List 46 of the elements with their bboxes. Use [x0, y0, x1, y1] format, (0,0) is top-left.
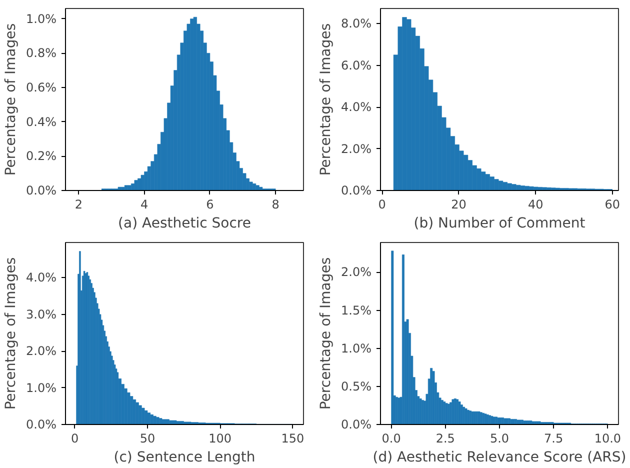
y-axis-title: Percentage of Images [318, 23, 334, 176]
y-tick-label: 3.0% [26, 307, 57, 322]
x-tick-label: 0.0 [382, 432, 401, 446]
x-tick-label: 150 [281, 432, 304, 446]
y-tick-label: 2.0% [26, 344, 57, 358]
y-tick-label: 0.0% [26, 418, 57, 432]
x-tick-label: 20 [451, 198, 466, 212]
y-tick-label: 1.0% [26, 12, 57, 26]
y-tick-label: 1.5% [341, 303, 372, 318]
y-tick-label: 0.2% [26, 149, 57, 164]
x-axis-title: (a) Aesthetic Socre [118, 216, 251, 232]
y-tick-label: 0.6% [26, 80, 57, 94]
y-tick-label: 4.0% [341, 100, 372, 114]
x-tick-label: 40 [528, 198, 544, 212]
y-tick-label: 0.5% [341, 379, 372, 394]
y-axis-title: Percentage of Images [3, 257, 20, 410]
y-tick-label: 1.0% [341, 341, 372, 356]
y-tick-label: 0.0% [341, 184, 372, 198]
x-tick-label: 5.0 [490, 432, 510, 446]
y-tick-label: 4.0% [26, 270, 57, 285]
y-tick-label: 1.0% [26, 380, 57, 395]
x-axis-title: (b) Number of Comment [414, 216, 586, 232]
y-tick-label: 6.0% [341, 58, 372, 72]
y-tick-label: 0.0% [26, 184, 57, 198]
x-tick-label: 4 [140, 198, 148, 212]
y-tick-label: 2.0% [341, 142, 372, 156]
y-axis-title: Percentage of Images [3, 23, 20, 176]
x-tick-label: 0 [71, 432, 79, 446]
x-tick-label: 8 [272, 198, 280, 212]
x-tick-label: 60 [604, 198, 620, 212]
x-tick-label: 7.5 [544, 432, 564, 446]
y-tick-label: 2.0% [341, 265, 372, 280]
y-axis-title: Percentage of Images [318, 257, 334, 410]
x-tick-label: 2 [74, 198, 82, 212]
y-tick-label: 0.0% [341, 418, 372, 432]
x-tick-label: 2.5 [436, 432, 455, 446]
y-tick-label: 0.8% [26, 46, 57, 60]
x-axis-title: (c) Sentence Length [114, 450, 256, 466]
x-axis-title: (d) Aesthetic Relevance Score (ARS) [372, 450, 626, 466]
x-tick-label: 10.0 [594, 432, 622, 446]
x-tick-label: 6 [206, 198, 214, 212]
x-tick-label: 50 [140, 432, 156, 446]
x-tick-label: 0 [378, 198, 386, 212]
y-tick-label: 0.4% [26, 114, 57, 129]
y-tick-label: 8.0% [341, 16, 372, 31]
x-tick-label: 100 [208, 432, 232, 446]
